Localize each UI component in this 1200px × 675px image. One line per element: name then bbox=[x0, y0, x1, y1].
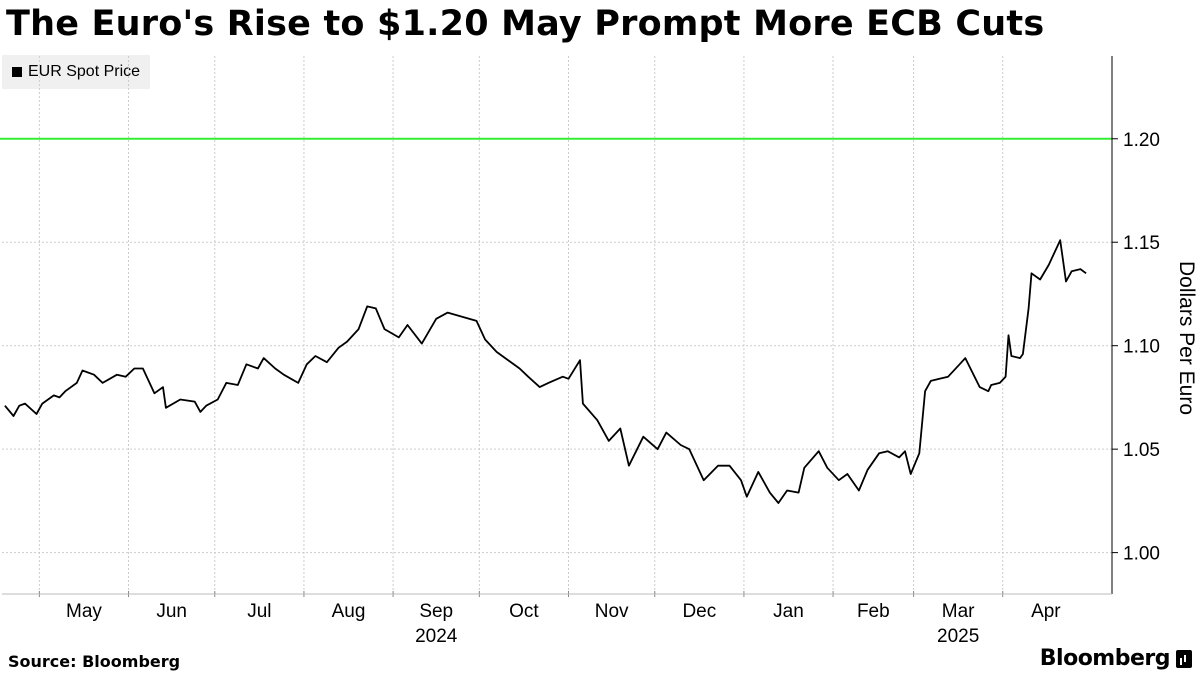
year-label: 2024 bbox=[415, 626, 458, 647]
x-tick-label: Mar bbox=[942, 601, 975, 622]
chart-title: The Euro's Rise to $1.20 May Prompt More… bbox=[6, 4, 1045, 44]
x-tick-label: Dec bbox=[682, 601, 716, 622]
series-line-eur-spot-price bbox=[4, 239, 1087, 504]
x-tick-label: Oct bbox=[509, 601, 539, 622]
x-tick-label: May bbox=[66, 601, 102, 622]
series-layer bbox=[4, 239, 1087, 504]
x-tick-label: Jan bbox=[773, 601, 804, 622]
x-tick-label: Jul bbox=[247, 601, 271, 622]
x-tick-label: Feb bbox=[857, 601, 890, 622]
x-tick-label: Apr bbox=[1031, 601, 1061, 622]
x-tick-label: Aug bbox=[332, 601, 366, 622]
bloomberg-mark-icon bbox=[1176, 649, 1192, 668]
y-axis-label: Dollars Per Euro bbox=[1175, 260, 1198, 416]
year-label: 2025 bbox=[937, 626, 979, 647]
gridlines bbox=[2, 56, 1112, 594]
brand-name: Bloomberg bbox=[1039, 646, 1171, 671]
y-tick-label: 1.00 bbox=[1123, 544, 1160, 565]
bloomberg-logo: Bloomberg bbox=[1040, 646, 1192, 671]
y-tick-label: 1.15 bbox=[1123, 233, 1160, 254]
source-note: Source: Bloomberg bbox=[8, 652, 181, 671]
legend: EUR Spot Price bbox=[2, 55, 151, 89]
y-tick-label: 1.20 bbox=[1123, 130, 1160, 151]
x-tick-label: Sep bbox=[419, 601, 453, 622]
axes: 1.00 1.05 1.10 1.15 1.20 May Jun Jul Aug Sep Oct No… bbox=[2, 56, 1160, 647]
y-tick-label: 1.05 bbox=[1123, 440, 1160, 461]
y-tick-label: 1.10 bbox=[1123, 337, 1160, 358]
x-tick-label: Nov bbox=[595, 601, 629, 622]
x-tick-label: Jun bbox=[156, 601, 187, 622]
legend-label: EUR Spot Price bbox=[28, 63, 141, 80]
legend-swatch bbox=[12, 67, 22, 77]
